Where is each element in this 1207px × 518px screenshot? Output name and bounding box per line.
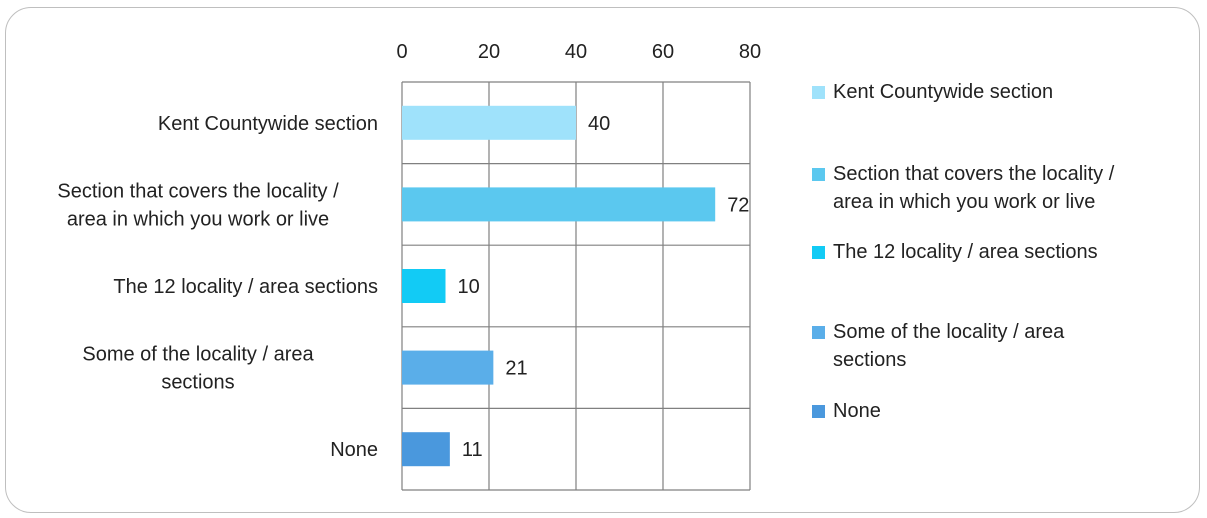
category-label: Section that covers the locality / area i…	[57, 180, 339, 230]
legend-label: Kent Countywide section	[833, 81, 1054, 103]
chart-frame	[5, 7, 1200, 513]
legend-item: Section that covers the locality / area i…	[812, 160, 1187, 216]
category-label: Kent Countywide section	[158, 113, 378, 135]
bar-chart: 0 20 40 60 80 40 Kent Countywide section 72 Sect…	[57, 41, 761, 491]
bar	[402, 187, 716, 222]
legend-label: None	[833, 400, 881, 422]
bar	[402, 432, 450, 467]
legend-item: The 12 locality / area sections	[812, 238, 1187, 266]
data-label: 72	[727, 194, 749, 216]
data-label: 40	[588, 113, 610, 135]
legend-item: Some of the locality / area sections	[812, 318, 1187, 374]
data-label: 11	[462, 439, 483, 461]
data-label: 21	[505, 358, 527, 380]
bar	[402, 350, 494, 385]
legend-label: Section that covers the locality / area i…	[833, 163, 1115, 213]
legend-item: None	[812, 397, 1187, 425]
data-label: 10	[458, 276, 480, 298]
legend-swatch	[812, 168, 825, 181]
category-label: None	[330, 439, 378, 461]
bar	[402, 269, 446, 303]
category-label: The 12 locality / area sections	[113, 276, 378, 298]
legend-label: The 12 locality / area sections	[833, 241, 1098, 263]
legend-swatch	[812, 86, 825, 99]
bar	[402, 105, 576, 140]
x-tick-label: 40	[565, 41, 587, 63]
category-label: Some of the locality / area sections	[82, 344, 314, 394]
legend-label: Some of the locality / area sections	[833, 321, 1065, 371]
legend-swatch	[812, 326, 825, 339]
legend-swatch	[812, 405, 825, 418]
x-tick-label: 20	[478, 41, 500, 63]
legend-item: Kent Countywide section	[812, 78, 1187, 106]
legend-swatch	[812, 246, 825, 259]
x-tick-label: 80	[739, 41, 761, 63]
x-tick-label: 0	[396, 41, 407, 63]
x-tick-label: 60	[652, 41, 674, 63]
